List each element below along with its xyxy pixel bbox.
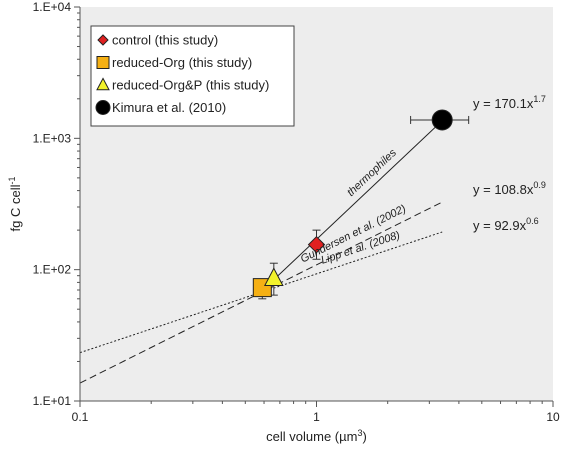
y-tick-label: 1.E+03 (33, 131, 72, 145)
fit-equation-base: y = 170.1x (473, 96, 534, 111)
marker-triangle (263, 267, 284, 286)
legend: control (this study) reduced-Org (this st… (90, 25, 295, 127)
fit-equation-exponent: 0.6 (526, 216, 539, 226)
marker-diamond (97, 34, 109, 46)
fit-equation-base: y = 108.8x (473, 182, 534, 197)
marker-circle (431, 109, 453, 131)
legend-label: reduced-Org (this study) (112, 55, 252, 70)
axes-layer: 0.1 1 10 1.E+01 1.E+02 1.E+03 1.E+04 (33, 0, 560, 424)
y-tick-label: 1.E+04 (33, 0, 72, 14)
x-tick-label: 0.1 (72, 410, 89, 424)
fit-equation-base: y = 92.9x (473, 218, 527, 233)
fit-equation-exponent: 0.9 (533, 180, 546, 190)
legend-label: Kimura et al. (2010) (112, 100, 226, 115)
x-axis-label: cell volume (µm3) (266, 428, 367, 444)
marker-diamond (307, 235, 326, 254)
legend-box (90, 25, 295, 127)
x-tick-label: 10 (546, 410, 560, 424)
marker-triangle (96, 77, 110, 91)
y-axis-label: fg C cell-1 (7, 177, 23, 232)
x-tick-label: 1 (313, 410, 320, 424)
y-tick-label: 1.E+02 (33, 263, 72, 277)
fit-equation-exponent: 1.7 (533, 94, 546, 104)
fit-equation: y = 92.9x0.6 (473, 216, 539, 233)
fit-line-solid (261, 120, 443, 291)
y-tick-label: 1.E+01 (33, 394, 72, 408)
data-points-layer (252, 109, 453, 298)
fit-equation: y = 108.8x0.9 (473, 180, 546, 197)
equation-labels: y = 170.1x1.7 y = 108.8x0.9 y = 92.9x0.6 (473, 94, 546, 233)
marker-circle (95, 100, 111, 115)
marker-square (96, 56, 110, 69)
legend-label: control (this study) (112, 33, 218, 48)
fit-equation: y = 170.1x1.7 (473, 94, 546, 111)
legend-label: reduced-Org&P (this study) (112, 78, 269, 93)
